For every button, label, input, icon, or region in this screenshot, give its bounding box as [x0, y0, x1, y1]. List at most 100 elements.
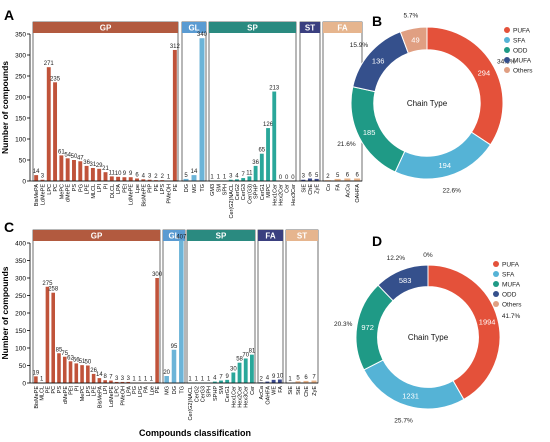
bar: [354, 178, 361, 181]
x-tick-label: PMeOH: [167, 184, 173, 204]
bar: [84, 165, 89, 181]
legend-label: Others: [513, 68, 533, 75]
bar-value-label: 1: [138, 377, 142, 383]
group-header-fa: [323, 22, 362, 33]
x-tick-label: BisMePE: [141, 184, 147, 207]
group-frame-st: [299, 21, 321, 182]
y-tick-label: 200: [15, 311, 26, 318]
slice-percent-label: 12.2%: [387, 255, 406, 262]
bar: [191, 175, 197, 181]
bar-value-label: 26: [90, 368, 97, 374]
bar: [86, 365, 90, 383]
bar-value-label: 6: [304, 375, 308, 381]
group-header-label: SP: [216, 232, 227, 241]
legend-label: MUFA: [502, 282, 521, 289]
x-tick-label: PEt: [69, 386, 75, 395]
panel-letter-c: C: [4, 219, 14, 235]
x-tick-label: LPE: [85, 184, 91, 195]
bar: [344, 178, 351, 181]
bar: [249, 354, 254, 383]
legend-marker: [493, 301, 499, 307]
x-tick-label: PE: [155, 386, 161, 394]
bar-value-label: 81: [249, 349, 256, 355]
legend-marker: [504, 37, 510, 43]
bar-value-label: 213: [269, 86, 280, 92]
bar: [53, 82, 58, 181]
x-tick-label: Hex3Cer: [291, 184, 297, 206]
bar: [243, 358, 248, 383]
bar: [219, 380, 223, 383]
group-header-label: ST: [297, 232, 307, 241]
bar-value-label: 21: [102, 166, 109, 172]
x-tick-label: Cer: [250, 386, 256, 395]
bar-value-label: 9: [226, 374, 230, 380]
slice-value-label: 583: [399, 276, 412, 285]
group-header-st: [300, 22, 320, 33]
bar-value-label: 7: [109, 375, 113, 381]
x-tick-label: SPH: [207, 386, 213, 397]
x-tick-label: PG: [78, 184, 84, 192]
x-tick-label: DG: [172, 386, 178, 394]
legend-marker: [493, 281, 499, 287]
bar: [90, 167, 95, 181]
x-tick-label: PE: [154, 184, 160, 192]
bar-value-label: 31: [90, 162, 97, 168]
slice-value-label: 1231: [402, 392, 419, 401]
bar-value-label: 50: [84, 360, 91, 366]
panel-letter-d: D: [372, 233, 382, 249]
bar-value-label: 50: [71, 154, 78, 160]
bar: [259, 153, 264, 181]
slice-value-label: 194: [438, 161, 451, 170]
bar: [324, 180, 331, 181]
slice-value-label: 49: [411, 35, 419, 44]
slice-value-label: 185: [363, 128, 376, 137]
bar: [179, 240, 184, 383]
bar: [68, 361, 73, 383]
bar-value-label: 11: [246, 170, 253, 176]
x-tick-label: WE: [272, 386, 278, 395]
bar: [65, 158, 70, 181]
group-frame-st: [285, 229, 319, 384]
bar: [160, 180, 165, 181]
bar: [109, 176, 114, 181]
bar: [153, 180, 158, 181]
bar-value-label: 3: [115, 376, 119, 382]
bar: [116, 176, 121, 181]
legend-marker: [504, 47, 510, 53]
slice-percent-label: 21.6%: [337, 141, 356, 148]
group-header-st: [286, 230, 318, 241]
bar-value-label: 5: [296, 375, 300, 381]
x-tick-label: ChE: [308, 184, 314, 195]
x-tick-label: FA: [336, 184, 342, 191]
bar-value-label: 1: [188, 377, 192, 383]
y-tick-label: 300: [15, 276, 26, 283]
x-tick-label: OAHFA: [355, 184, 361, 203]
bar-value-label: 5: [336, 173, 340, 179]
bar-value-label: 0: [285, 175, 289, 181]
bar-value-label: 235: [50, 76, 61, 82]
group-header-gl: [163, 230, 185, 241]
x-tick-label: CerG3: [241, 184, 247, 200]
group-frame-sp: [208, 21, 297, 182]
legend-marker: [504, 67, 510, 73]
slice-percent-label: 5.7%: [404, 12, 419, 19]
slice-percent-label: 20.3%: [334, 321, 353, 328]
slice-value-label: 136: [372, 57, 385, 66]
x-tick-label: PIP: [148, 184, 154, 193]
bar-value-label: 51: [79, 359, 86, 365]
bar-value-label: 6: [308, 172, 312, 178]
x-tick-label: dMePE: [66, 184, 72, 202]
bar-value-label: 1: [167, 175, 171, 181]
bar-value-label: 4: [213, 376, 217, 382]
x-tick-label: ZyE: [315, 184, 321, 194]
bar-value-label: 1: [210, 175, 214, 181]
x-tick-label: LPG: [138, 386, 144, 397]
bar: [103, 172, 108, 181]
bar-value-label: 3: [121, 376, 125, 382]
legend-label: ODD: [513, 48, 528, 55]
x-tick-label: SM: [216, 184, 222, 193]
group-header-gp: [33, 22, 178, 33]
x-tick-label: BisMePA: [97, 386, 103, 409]
legend-marker: [493, 261, 499, 267]
slice-value-label: 294: [478, 68, 491, 77]
